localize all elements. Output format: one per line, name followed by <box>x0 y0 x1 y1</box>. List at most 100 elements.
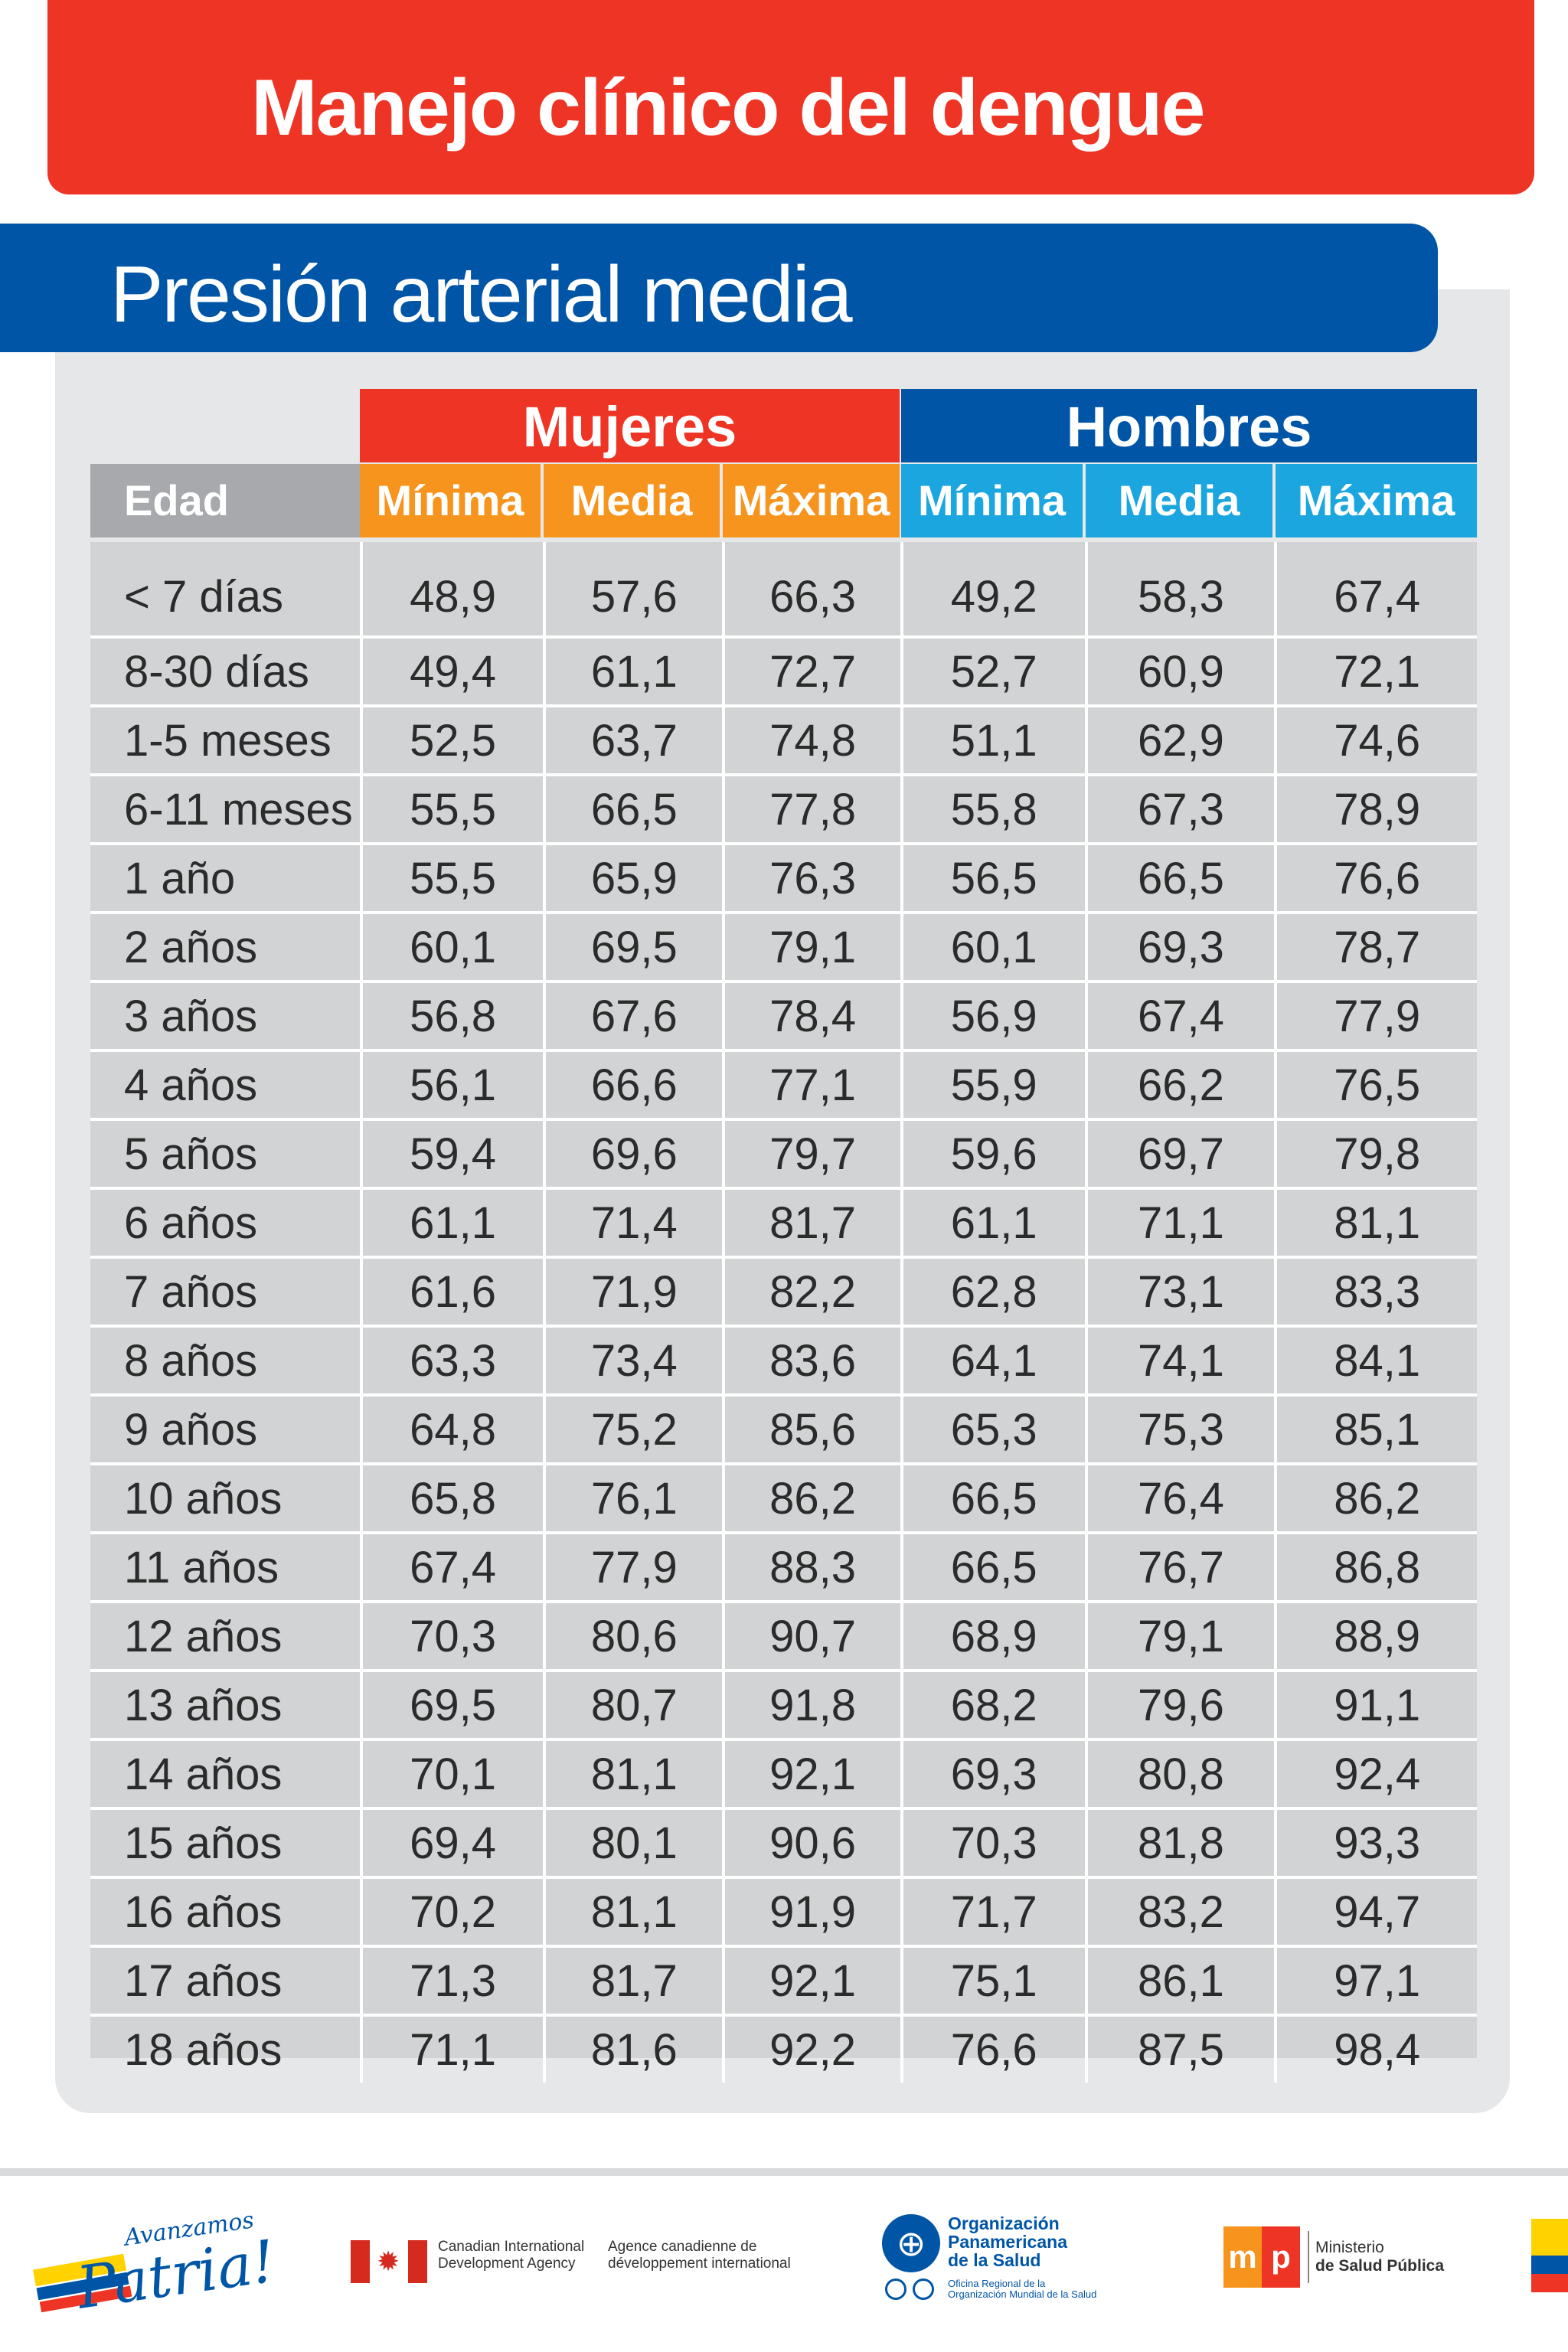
cell-women-media: 66,5 <box>544 775 726 845</box>
cell-men-min: 52,7 <box>901 637 1088 707</box>
table-row: 8 años 63,3 73,4 83,6 64,1 74,1 84,1 <box>90 1326 1477 1396</box>
cell-men-media: 80,8 <box>1086 1740 1278 1810</box>
cell-edad: 15 años <box>90 1808 363 1879</box>
cell-women-media: 65,9 <box>544 844 726 914</box>
cell-men-min: 55,8 <box>901 775 1088 845</box>
cell-women-media: 81,7 <box>544 1946 726 2017</box>
cell-women-min: 70,3 <box>361 1602 547 1672</box>
cell-women-media: 76,1 <box>544 1464 726 1534</box>
cell-women-min: 52,5 <box>361 706 547 776</box>
cell-edad: 4 años <box>90 1050 363 1121</box>
column-header-men-max: Máxima <box>1276 464 1477 537</box>
page-subtitle: Presión arterial media <box>110 250 853 339</box>
cell-women-max: 72,7 <box>724 637 903 707</box>
cell-women-max: 91,9 <box>724 1877 903 1948</box>
cida-text-en: Canadian International Development Agenc… <box>438 2239 585 2272</box>
cell-men-media: 76,7 <box>1086 1533 1278 1603</box>
table-row: 18 años 71,1 81,6 92,2 76,6 87,5 98,4 <box>90 2015 1477 2082</box>
cell-men-media: 69,7 <box>1086 1119 1278 1190</box>
cell-edad: 10 años <box>90 1464 363 1534</box>
cell-women-media: 81,1 <box>544 1877 726 1948</box>
cell-women-max: 76,3 <box>724 844 903 914</box>
table-row: 14 años 70,1 81,1 92,1 69,3 80,8 92,4 <box>90 1740 1477 1810</box>
cell-men-media: 81,8 <box>1086 1808 1278 1879</box>
cell-women-max: 83,6 <box>724 1326 903 1396</box>
msp-separator <box>1308 2231 1309 2283</box>
cell-women-media: 73,4 <box>544 1326 726 1396</box>
cell-men-min: 51,1 <box>901 706 1088 776</box>
cell-edad: 8 años <box>90 1326 363 1396</box>
table-row: 5 años 59,4 69,6 79,7 59,6 69,7 79,8 <box>90 1119 1477 1190</box>
cell-women-min: 60,1 <box>361 913 547 983</box>
cell-women-max: 78,4 <box>724 982 903 1052</box>
cell-edad: 6 años <box>90 1188 363 1259</box>
column-header-women-min: Mínima <box>360 464 541 537</box>
cell-edad: 17 años <box>90 1946 363 2017</box>
cell-edad: 14 años <box>90 1740 363 1810</box>
cell-women-media: 80,6 <box>544 1602 726 1672</box>
column-header-men-media: Media <box>1086 464 1272 537</box>
table-row: 9 años 64,8 75,2 85,6 65,3 75,3 85,1 <box>90 1395 1477 1465</box>
cell-men-media: 83,2 <box>1086 1877 1278 1948</box>
cell-men-max: 79,8 <box>1276 1119 1477 1190</box>
cell-men-media: 76,4 <box>1086 1464 1278 1534</box>
table-row: < 7 días 48,9 57,6 66,3 49,2 58,3 67,4 <box>90 542 1477 639</box>
cida-text-fr: Agence canadienne de développement inter… <box>608 2239 791 2272</box>
cell-men-media: 86,1 <box>1086 1946 1278 2017</box>
cell-men-min: 76,6 <box>901 2015 1088 2082</box>
cell-edad: 1-5 meses <box>90 706 363 776</box>
cell-men-media: 66,5 <box>1086 844 1278 914</box>
cell-women-max: 79,1 <box>724 913 903 983</box>
cell-men-min: 64,1 <box>901 1326 1088 1396</box>
cell-women-media: 67,6 <box>544 982 726 1052</box>
ecuador-flag-icon <box>1531 2219 1568 2292</box>
table-row: 6 años 61,1 71,4 81,7 61,1 71,1 81,1 <box>90 1188 1477 1259</box>
cell-men-min: 68,2 <box>901 1671 1088 1741</box>
cell-women-min: 71,3 <box>361 1946 547 2017</box>
cell-women-media: 63,7 <box>544 706 726 776</box>
table-row: 10 años 65,8 76,1 86,2 66,5 76,4 86,2 <box>90 1464 1477 1534</box>
group-header-women: Mujeres <box>360 389 900 462</box>
cell-women-media: 80,7 <box>544 1671 726 1741</box>
cell-men-max: 92,4 <box>1276 1740 1477 1810</box>
cell-women-min: 56,1 <box>361 1050 547 1121</box>
cell-men-max: 85,1 <box>1276 1395 1477 1465</box>
cell-women-media: 57,6 <box>544 542 726 639</box>
cell-women-min: 56,8 <box>361 982 547 1052</box>
cell-men-min: 66,5 <box>901 1464 1088 1534</box>
cell-men-min: 55,9 <box>901 1050 1088 1121</box>
table-row: 8-30 días 49,4 61,1 72,7 52,7 60,9 72,1 <box>90 637 1477 707</box>
msp-text-line2: de Salud Pública <box>1315 2257 1445 2275</box>
cell-men-media: 87,5 <box>1086 2015 1278 2082</box>
cell-men-media: 71,1 <box>1086 1188 1278 1259</box>
cell-men-media: 58,3 <box>1086 542 1278 639</box>
who-emblem-icon <box>913 2278 934 2300</box>
table-row: 16 años 70,2 81,1 91,9 71,7 83,2 94,7 <box>90 1877 1477 1948</box>
table-row: 1-5 meses 52,5 63,7 74,8 51,1 62,9 74,6 <box>90 706 1477 776</box>
cell-women-max: 91,8 <box>724 1671 903 1741</box>
cell-edad: < 7 días <box>90 542 363 639</box>
cell-men-min: 56,5 <box>901 844 1088 914</box>
msp-m-block: m <box>1223 2226 1262 2288</box>
footer-divider <box>0 2168 1568 2176</box>
cell-women-media: 80,1 <box>544 1808 726 1879</box>
cell-men-max: 91,1 <box>1276 1671 1477 1741</box>
cell-women-min: 64,8 <box>361 1395 547 1465</box>
cell-women-max: 77,1 <box>724 1050 903 1121</box>
cell-edad: 7 años <box>90 1257 363 1328</box>
table-body: < 7 días 48,9 57,6 66,3 49,2 58,3 67,4 8-30 día… <box>90 542 1477 2082</box>
group-header-men: Hombres <box>901 389 1477 462</box>
cell-men-max: 88,9 <box>1276 1602 1477 1672</box>
cell-women-max: 92,1 <box>724 1946 903 2017</box>
cell-men-max: 76,5 <box>1276 1050 1477 1121</box>
ops-name: Organización Panamericana de la Salud <box>948 2213 1067 2270</box>
logo-msp: m p Ministerio de Salud Pública <box>1223 2226 1453 2295</box>
pressure-table: < 7 días 48,9 57,6 66,3 49,2 58,3 67,4 8-30 día… <box>90 542 1477 2082</box>
cell-women-min: 55,5 <box>361 844 547 914</box>
cell-men-min: 62,8 <box>901 1257 1088 1328</box>
cell-women-media: 81,6 <box>544 2015 726 2082</box>
cell-women-media: 71,4 <box>544 1188 726 1259</box>
cell-women-max: 88,3 <box>724 1533 903 1603</box>
cell-women-max: 90,6 <box>724 1808 903 1879</box>
cell-men-media: 73,1 <box>1086 1257 1278 1328</box>
